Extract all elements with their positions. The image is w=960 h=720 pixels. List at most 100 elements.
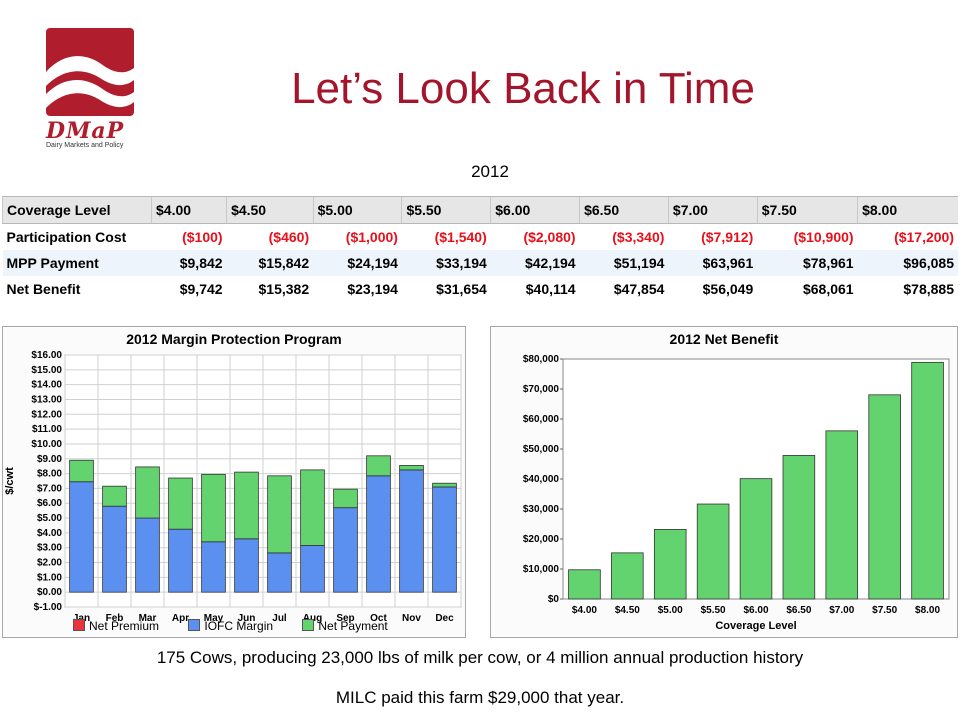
table-row: Participation Cost ($100) ($460) ($1,000… [3,224,959,251]
table-cell: $15,842 [226,250,314,276]
x-tick-label: $5.50 [701,605,726,616]
mpp-chart: $-1.00 $0.00 $1.00 $2.00 $3.00 $4.00 $5.00 $6.0… [4,350,462,624]
x-tick-label: May [204,613,224,624]
bar-segment [300,545,325,593]
y-axis-label: $/cwt [4,467,16,495]
bar-segment [69,481,94,593]
y-tick-label: $40,000 [523,474,560,485]
x-axis-label: Coverage Level [715,620,796,632]
table-cell: $56,049 [702,281,754,297]
y-tick-label: $6.00 [37,498,62,509]
bar [653,529,687,600]
table-cell: $96,085 [857,250,958,276]
table-cell: $33,194 [401,250,491,276]
table-cell: $24,194 [313,250,402,276]
table-cell: $31,654 [436,281,487,297]
footer-line-1: 175 Cows, producing 23,000 lbs of milk p… [156,648,804,667]
bar [611,552,644,600]
table-row: MPP Payment $9,842 $15,842 $24,194 $33,1… [2,250,958,276]
table-cell: ($10,900) [793,229,854,245]
table-cell: ($100) [182,229,223,245]
table-cell: $47,854 [613,281,665,297]
logo-tagline: Dairy Markets and Policy [46,142,124,149]
row-label: Net Benefit [6,281,81,297]
bar-segment [366,455,391,477]
x-tick-label: $8.00 [915,605,940,616]
x-tick-label: $7.00 [829,605,854,616]
table-header-cell: $4.00 [150,196,227,224]
bar [782,455,816,600]
mpp-chart-title: 2012 Margin Protection Program [126,331,342,347]
y-tick-label: $15.00 [31,365,62,376]
bar-segment [234,538,259,593]
y-tick-label: $1.00 [37,572,62,583]
legend-swatch [302,619,315,631]
table-cell: ($1,540) [434,229,487,245]
x-tick-label: $7.50 [872,605,897,616]
bar-segment [168,528,193,593]
y-tick-label: $80,000 [523,354,560,365]
net-benefit-chart-title: 2012 Net Benefit [669,331,779,347]
table-cell: ($17,200) [894,229,954,245]
table-cell: $9,742 [179,281,223,297]
y-tick-label: $10,000 [523,564,560,575]
bar-segment [201,473,226,543]
table-cell: $40,114 [525,281,576,297]
bar-segment [69,459,94,483]
bar [739,478,773,600]
y-tick-label: $70,000 [523,384,560,395]
x-tick-label: Nov [402,613,421,624]
table-header-cell: $5.50 [401,196,491,224]
table-header-cell: $7.50 [756,196,858,224]
y-tick-label: $-1.00 [34,602,63,613]
bar [868,394,901,600]
y-tick-label: $60,000 [523,414,560,425]
x-tick-label: Feb [106,613,124,624]
bar-segment [432,486,457,593]
table-cell: ($7,912) [701,229,754,245]
y-tick-label: $8.00 [37,469,62,480]
table-cell: $78,885 [903,281,954,297]
bar-segment [399,465,424,471]
table-cell: $9,842 [151,250,227,276]
y-tick-label: $7.00 [37,483,62,494]
y-tick-label: $50,000 [523,444,560,455]
x-tick-label: $6.00 [743,605,768,616]
coverage-table: Coverage Level $4.00 $4.50 $5.00 $5.50 $… [2,196,958,302]
table-header-cell: $4.50 [226,196,314,224]
net-benefit-chart-panel: 2012 Net Benefit $0 $10,000 $20,000 $30,000… [490,326,958,638]
x-tick-label: $5.00 [658,605,683,616]
legend-item-iofc-margin: IOFC Margin [188,619,273,633]
table-header-cell: $6.00 [490,196,580,224]
bar-segment [333,507,358,593]
table-cell: $23,194 [347,281,398,297]
table-cell: $78,961 [757,250,858,276]
table-cell: $15,382 [258,281,310,297]
table-header-cell: $6.50 [579,196,669,224]
legend-swatch [188,619,201,631]
y-tick-label: $12.00 [31,409,62,420]
table-cell: ($1,000) [345,229,398,245]
bar-segment [333,488,358,509]
footer-line-2: MILC paid this farm $29,000 that year. [335,688,625,707]
logo-wave-icon [46,28,134,116]
bar-segment [267,475,292,554]
bar-segment [399,469,424,593]
x-tick-label: Mar [139,613,157,624]
y-tick-label: $11.00 [32,424,62,435]
table-cell: ($460) [268,229,310,245]
x-tick-label: Sep [336,613,354,624]
y-tick-label: $30,000 [523,504,560,515]
bar-segment [102,485,127,507]
bar-segment [267,552,292,593]
table-row: Net Benefit $9,742 $15,382 $23,194 $31,6… [3,276,959,302]
bar-segment [168,477,193,530]
x-tick-label: Apr [172,613,189,624]
x-tick-label: Dec [435,613,454,624]
y-tick-label: $16.00 [31,350,62,361]
bar-segment [300,469,325,546]
y-tick-label: $4.00 [37,528,62,539]
bar [696,503,730,600]
bar [568,569,601,600]
legend-swatch [73,619,85,631]
